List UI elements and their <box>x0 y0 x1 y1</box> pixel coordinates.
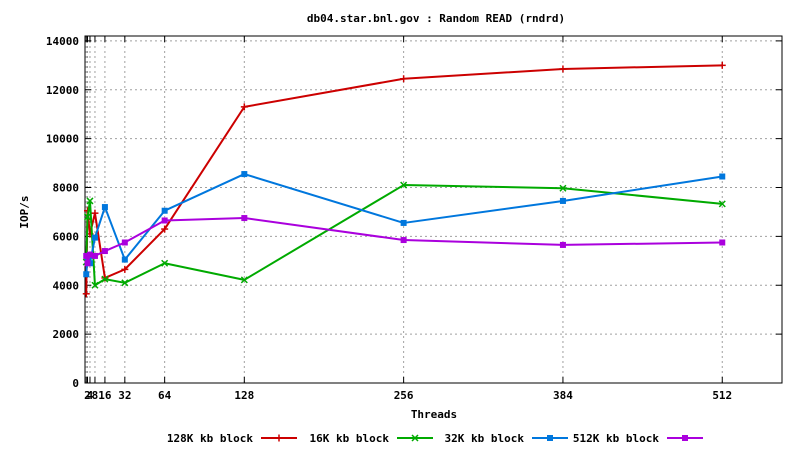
data-point <box>91 209 99 217</box>
legend-label: 128K kb block <box>167 432 253 445</box>
chart-title: db04.star.bnl.gov : Random READ (rndrd) <box>307 12 565 25</box>
data-point <box>719 173 726 180</box>
marker-stroke <box>101 275 109 283</box>
data-point <box>400 181 408 189</box>
legend-label: 512K kb block <box>573 432 659 445</box>
legend-swatch-marker <box>275 434 283 442</box>
data-point <box>161 225 169 233</box>
series-2 <box>83 171 726 278</box>
y-tick-label: 6000 <box>53 230 80 243</box>
data-point <box>559 184 567 192</box>
data-point <box>240 276 248 284</box>
data-point <box>82 290 90 298</box>
legend-swatch-marker <box>411 434 419 442</box>
marker-stroke <box>559 184 567 192</box>
marker-stroke <box>161 259 169 267</box>
data-point <box>559 197 566 204</box>
data-point <box>161 217 168 224</box>
y-tick-label: 14000 <box>46 35 79 48</box>
marker-stroke <box>718 200 726 208</box>
data-point <box>86 251 93 258</box>
data-point <box>83 252 90 259</box>
data-point <box>121 279 129 287</box>
data-point <box>101 204 108 211</box>
x-axis-label: Threads <box>411 408 457 421</box>
y-tick-label: 4000 <box>53 279 80 292</box>
data-point <box>84 260 91 267</box>
axes: 0 2000 4000 6000 8000 10000 12000 14000 248 16 32 6… <box>46 35 783 402</box>
data-point <box>718 61 726 69</box>
data-point <box>101 275 109 283</box>
data-point <box>121 265 129 273</box>
data-point <box>101 248 108 255</box>
data-point <box>91 252 98 259</box>
series-1 <box>82 181 726 289</box>
marker-stroke <box>83 213 92 221</box>
x-tick-label: 8 <box>92 389 99 402</box>
x-tick-label: 384 <box>553 389 573 402</box>
data-point <box>559 65 567 73</box>
legend-label: 16K kb block <box>310 432 390 445</box>
marker-stroke <box>121 279 129 287</box>
y-axis-label: IOP/s <box>18 195 31 228</box>
data-point <box>240 103 248 111</box>
data-point <box>83 271 90 278</box>
data-point <box>400 219 407 226</box>
marker-stroke <box>86 197 94 205</box>
legend-swatch-marker <box>682 435 688 441</box>
plot-border <box>84 35 783 384</box>
marker-stroke <box>240 276 248 284</box>
y-tick-label: 0 <box>72 377 79 390</box>
y-tick-label: 8000 <box>53 182 80 195</box>
x-tick-label: 16 <box>98 389 112 402</box>
y-tick-label: 10000 <box>46 133 79 146</box>
series-layer <box>82 61 726 298</box>
series-3 <box>83 215 726 267</box>
x-tick-label: 512 <box>712 389 732 402</box>
data-point <box>91 281 99 289</box>
marker-stroke <box>400 181 408 189</box>
marker-stroke <box>411 434 419 442</box>
data-point <box>161 259 169 267</box>
data-point <box>241 171 248 178</box>
data-point <box>400 75 408 83</box>
legend-label: 32K kb block <box>445 432 525 445</box>
y-tick-label: 12000 <box>46 84 79 97</box>
x-tick-label: 2 <box>84 389 91 402</box>
legend-swatch-marker <box>547 435 553 441</box>
series-0 <box>82 61 726 298</box>
data-point <box>161 207 168 214</box>
data-point <box>719 239 726 246</box>
x-tick-label: 4 <box>87 389 94 402</box>
data-point <box>91 234 98 241</box>
y-tick-label: 2000 <box>53 328 80 341</box>
data-point <box>559 241 566 248</box>
data-point <box>121 256 128 263</box>
data-point <box>241 215 248 222</box>
data-point <box>83 213 92 221</box>
x-tick-label: 256 <box>394 389 414 402</box>
x-tick-label: 128 <box>234 389 254 402</box>
data-point <box>718 200 726 208</box>
series-line <box>85 64 723 294</box>
series-line <box>85 184 723 287</box>
data-point <box>400 237 407 244</box>
data-point <box>86 197 94 205</box>
x-tick-label: 64 <box>158 389 172 402</box>
x-tick-label: 32 <box>118 389 131 402</box>
legend: 128K kb block 16K kb block 32K kb block 512… <box>167 432 703 445</box>
data-point <box>121 239 128 246</box>
marker-stroke <box>91 281 99 289</box>
grid <box>85 36 782 383</box>
